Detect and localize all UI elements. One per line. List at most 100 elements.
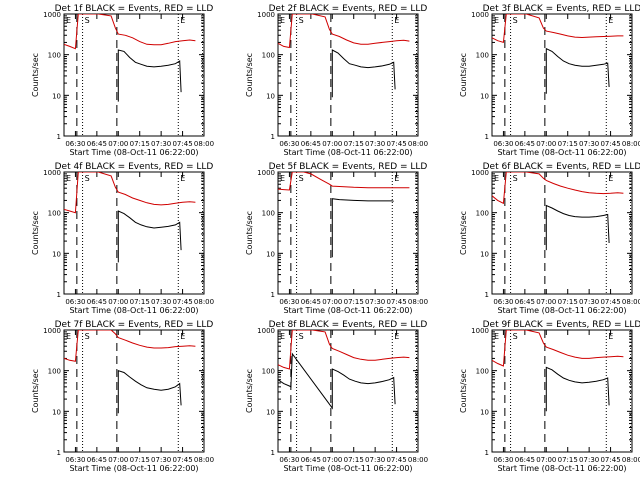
x-tick-label: 08:00	[194, 140, 214, 148]
y-tick-label: 100	[48, 52, 61, 60]
x-tick-label: 06:30	[65, 456, 85, 464]
x-tick-label: 06:30	[279, 456, 299, 464]
series-lld-line	[492, 14, 624, 44]
y-axis-label: Counts/sec	[31, 369, 40, 413]
x-tick-label: 06:45	[515, 456, 535, 464]
y-tick-label: 1	[485, 133, 489, 141]
series-lld-line	[64, 14, 196, 50]
panel-det-4f: Det 4f BLACK = Events, RED = LLD 1 10 100 10…	[31, 162, 214, 315]
panel-det-1f: Det 1f BLACK = Events, RED = LLD 1 10 100 10…	[31, 4, 214, 157]
y-axis-label: Counts/sec	[245, 53, 254, 97]
x-tick-label: 06:45	[301, 298, 321, 306]
plot-frame	[277, 329, 419, 453]
x-tick-label: 06:30	[279, 298, 299, 306]
x-tick-label: 06:45	[87, 456, 107, 464]
x-tick-label: 08:00	[622, 140, 640, 148]
panel-title: Det 7f BLACK = Events, RED = LLD	[55, 320, 214, 330]
plot-frame	[491, 13, 633, 137]
y-axis-label: Counts/sec	[459, 369, 468, 413]
marker-label: E	[280, 16, 285, 25]
y-tick-label: 100	[476, 210, 489, 218]
x-tick-label: 07:45	[600, 456, 620, 464]
y-tick-label: 10	[480, 408, 489, 416]
x-axis-label: Start Time (08-Oct-11 06:22:00)	[497, 306, 626, 315]
marker-label: S	[299, 332, 304, 341]
marker-label: E	[608, 174, 613, 183]
x-axis-label: Start Time (08-Oct-11 06:22:00)	[69, 148, 198, 157]
x-tick-label: 07:30	[365, 298, 385, 306]
series-lld-line	[492, 330, 624, 367]
y-tick-label: 1	[57, 291, 61, 299]
x-tick-label: 08:00	[408, 456, 428, 464]
y-tick-label: 1	[485, 449, 489, 457]
series-events-line	[331, 198, 394, 258]
x-tick-label: 07:15	[344, 456, 364, 464]
panel-title: Det 8f BLACK = Events, RED = LLD	[269, 320, 428, 330]
marker-label: E	[180, 332, 185, 341]
y-tick-label: 10	[52, 408, 61, 416]
x-tick-label: 07:45	[172, 298, 192, 306]
y-tick-label: 100	[48, 368, 61, 376]
y-tick-label: 1000	[43, 169, 61, 177]
panel-det-8f: Det 8f BLACK = Events, RED = LLD 1 10 100 10…	[245, 320, 428, 473]
x-tick-label: 07:30	[365, 140, 385, 148]
y-axis-label: Counts/sec	[245, 211, 254, 255]
x-tick-label: 07:30	[151, 140, 171, 148]
y-axis-label: Counts/sec	[31, 53, 40, 97]
marker-label: E	[394, 332, 399, 341]
panel-det-5f: Det 5f BLACK = Events, RED = LLD 1 10 100 10…	[245, 162, 428, 315]
x-tick-label: 07:15	[558, 456, 578, 464]
y-tick-label: 1000	[257, 169, 275, 177]
x-tick-label: 07:00	[536, 298, 556, 306]
y-tick-label: 10	[480, 92, 489, 100]
x-tick-label: 07:45	[600, 298, 620, 306]
x-tick-label: 07:30	[579, 298, 599, 306]
x-tick-label: 07:30	[151, 298, 171, 306]
y-tick-label: 1000	[257, 11, 275, 19]
y-tick-label: 100	[476, 52, 489, 60]
x-tick-label: 08:00	[408, 140, 428, 148]
x-tick-label: 07:30	[151, 456, 171, 464]
y-tick-label: 10	[266, 250, 275, 258]
x-tick-label: 07:00	[536, 140, 556, 148]
x-tick-label: 07:00	[108, 298, 128, 306]
x-tick-label: 08:00	[194, 298, 214, 306]
x-axis-label: Start Time (08-Oct-11 06:22:00)	[283, 464, 412, 473]
marker-label: E	[180, 16, 185, 25]
x-tick-label: 07:15	[130, 298, 150, 306]
x-tick-label: 08:00	[622, 456, 640, 464]
series-events-line	[117, 370, 182, 414]
marker-label: E	[280, 332, 285, 341]
y-axis-label: Counts/sec	[459, 211, 468, 255]
x-tick-label: 06:45	[87, 298, 107, 306]
x-axis-label: Start Time (08-Oct-11 06:22:00)	[497, 464, 626, 473]
y-tick-label: 1000	[471, 327, 489, 335]
series-events-line	[331, 49, 396, 98]
plot-frame	[491, 171, 633, 295]
plot-frame	[277, 171, 419, 295]
y-tick-label: 10	[266, 408, 275, 416]
y-tick-label: 100	[262, 210, 275, 218]
series-lld-line	[278, 330, 410, 370]
x-tick-label: 06:30	[493, 298, 513, 306]
panel-title: Det 1f BLACK = Events, RED = LLD	[55, 4, 214, 14]
x-tick-label: 07:15	[130, 140, 150, 148]
x-tick-label: 07:15	[344, 140, 364, 148]
x-tick-label: 08:00	[408, 298, 428, 306]
x-tick-label: 07:45	[172, 140, 192, 148]
panel-title: Det 4f BLACK = Events, RED = LLD	[55, 162, 214, 172]
x-axis-label: Start Time (08-Oct-11 06:22:00)	[283, 306, 412, 315]
x-tick-label: 07:15	[558, 140, 578, 148]
series-lld-line	[64, 330, 196, 362]
marker-label: S	[85, 332, 90, 341]
marker-label: S	[299, 16, 304, 25]
panel-det-7f: Det 7f BLACK = Events, RED = LLD 1 10 100 10…	[31, 320, 214, 473]
x-axis-label: Start Time (08-Oct-11 06:22:00)	[69, 306, 198, 315]
y-tick-label: 1000	[257, 327, 275, 335]
y-tick-label: 1	[271, 449, 275, 457]
panel-title: Det 5f BLACK = Events, RED = LLD	[269, 162, 428, 172]
plot-frame	[277, 13, 419, 137]
x-tick-label: 07:45	[386, 456, 406, 464]
x-tick-label: 07:15	[558, 298, 578, 306]
y-tick-label: 10	[52, 92, 61, 100]
